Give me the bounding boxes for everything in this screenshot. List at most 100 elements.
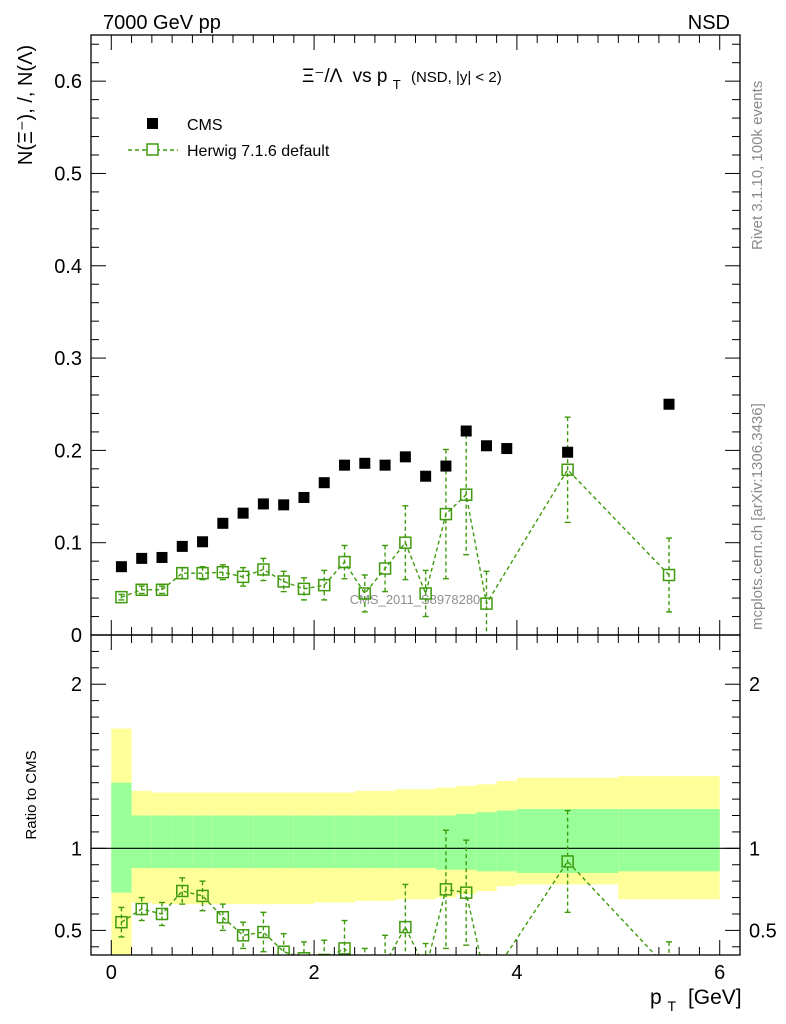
y-tick-label: 0.4 [54, 256, 82, 278]
y-tick-label: 0 [71, 625, 82, 647]
band-inner [253, 815, 274, 869]
mc-point [115, 590, 128, 604]
band-inner [273, 815, 294, 869]
cms-point [176, 540, 188, 552]
mc-point [216, 911, 230, 924]
main-panel: CMS_2011_S8978280 0.1 0.2 0.3 0.4 0.5 0.6 0 Ξ⁻… [15, 34, 741, 647]
band-inner [212, 815, 233, 869]
header-left: 7000 GeV pp [103, 12, 221, 34]
mc-point [317, 578, 331, 592]
y-tick-label: 0.5 [54, 920, 82, 942]
mc-point [236, 929, 250, 942]
xlabel-sub: T [668, 998, 677, 1014]
mc-series-ratio [115, 809, 675, 979]
mcplots-label: mcplots.cern.ch [arXiv:1306.3436] [749, 403, 766, 630]
x-tick-label: 6 [714, 962, 725, 984]
band-inner [192, 815, 213, 869]
main-title: Ξ⁻/Λ vs p T (NSD, |y| < 2) [302, 66, 502, 94]
y-tick-label: 0.5 [54, 163, 82, 185]
band-inner [232, 815, 254, 869]
main-ylabel: N(Ξ⁻), /, N(Λ) [15, 45, 37, 165]
band-inner [496, 810, 517, 872]
cms-point [480, 440, 492, 452]
cms-point [440, 460, 452, 472]
mc-point [277, 945, 290, 955]
band-inner [374, 815, 396, 869]
x-tick-label: 0 [106, 962, 117, 984]
mc-point [459, 488, 473, 501]
cms-point [115, 561, 127, 573]
cms-point [663, 398, 675, 410]
mc-point [317, 953, 331, 955]
y-tick-label-right: 1 [749, 838, 760, 860]
mc-point [420, 964, 431, 975]
ratio-ylabel: Ratio to CMS [23, 750, 40, 839]
mc-point [359, 968, 370, 979]
ratio-xlabel: p T [GeV] [650, 986, 742, 1016]
mc-point [399, 536, 412, 549]
cms-point [501, 443, 513, 455]
mc-point [115, 915, 128, 929]
mc-point [155, 583, 169, 597]
cms-point [339, 459, 351, 471]
cms-point [156, 551, 168, 563]
band-inner [618, 808, 720, 872]
cms-point [136, 552, 148, 564]
y-tick-label: 0.6 [54, 71, 82, 93]
mc-point [216, 565, 230, 579]
mc-series-main [115, 416, 676, 635]
ratio-frame [90, 634, 741, 956]
y-tick-label: 0.3 [54, 348, 82, 370]
mc-point [664, 964, 675, 975]
mc-point [459, 886, 473, 899]
title-vs: vs p [353, 66, 388, 87]
ratio-axis-ticks: 0.5 0.5 1 1 2 2 0 2 4 6 [54, 634, 777, 984]
mc-point [196, 889, 209, 903]
band-inner [476, 812, 497, 872]
band-inner [354, 815, 375, 869]
band-inner [293, 815, 315, 869]
legend-cms-label: CMS [187, 117, 223, 134]
title-sub: T [393, 77, 401, 92]
ratio-panel: 0.5 0.5 1 1 2 2 0 2 4 6 Ratio to CMS p T [GeV] [23, 634, 777, 1016]
mc-point [380, 958, 391, 969]
band-inner [314, 815, 335, 869]
mc-point [662, 568, 676, 582]
y-tick-label: 1 [71, 838, 82, 860]
y-tick-label: 0.2 [54, 440, 82, 462]
cms-point [562, 446, 574, 458]
mc-point [277, 575, 290, 588]
y-tick-label-right: 0.5 [749, 920, 777, 942]
band-inner [111, 782, 132, 893]
mc-ratio-line [121, 860, 657, 955]
mc-point [236, 570, 250, 584]
cms-point [359, 457, 371, 469]
watermark: CMS_2011_S8978280 [350, 592, 481, 607]
header-right: NSD [688, 12, 730, 34]
mc-point [155, 907, 169, 921]
mc-point [176, 566, 189, 580]
mc-point [358, 587, 372, 600]
y-tick-label: 2 [71, 674, 82, 696]
mc-point [135, 902, 148, 916]
legend: CMS Herwig 7.1.6 default [128, 117, 330, 160]
band-inner [435, 815, 457, 870]
title-ratio: Ξ⁻/Λ [302, 66, 343, 87]
cms-point [278, 499, 290, 511]
mc-point [338, 942, 351, 955]
band-inner [415, 815, 436, 869]
cms-point [420, 470, 432, 482]
mc-line [121, 468, 670, 606]
cms-point [217, 517, 229, 529]
mc-point [480, 597, 493, 610]
mc-point [176, 884, 189, 898]
band-inner [131, 815, 152, 869]
x-tick-label: 4 [511, 962, 522, 984]
cms-point [257, 498, 269, 510]
mc-point [561, 855, 574, 868]
band-inner [172, 815, 193, 869]
cms-series-main [115, 398, 675, 573]
cms-point [298, 491, 310, 503]
mc-point [257, 563, 270, 576]
